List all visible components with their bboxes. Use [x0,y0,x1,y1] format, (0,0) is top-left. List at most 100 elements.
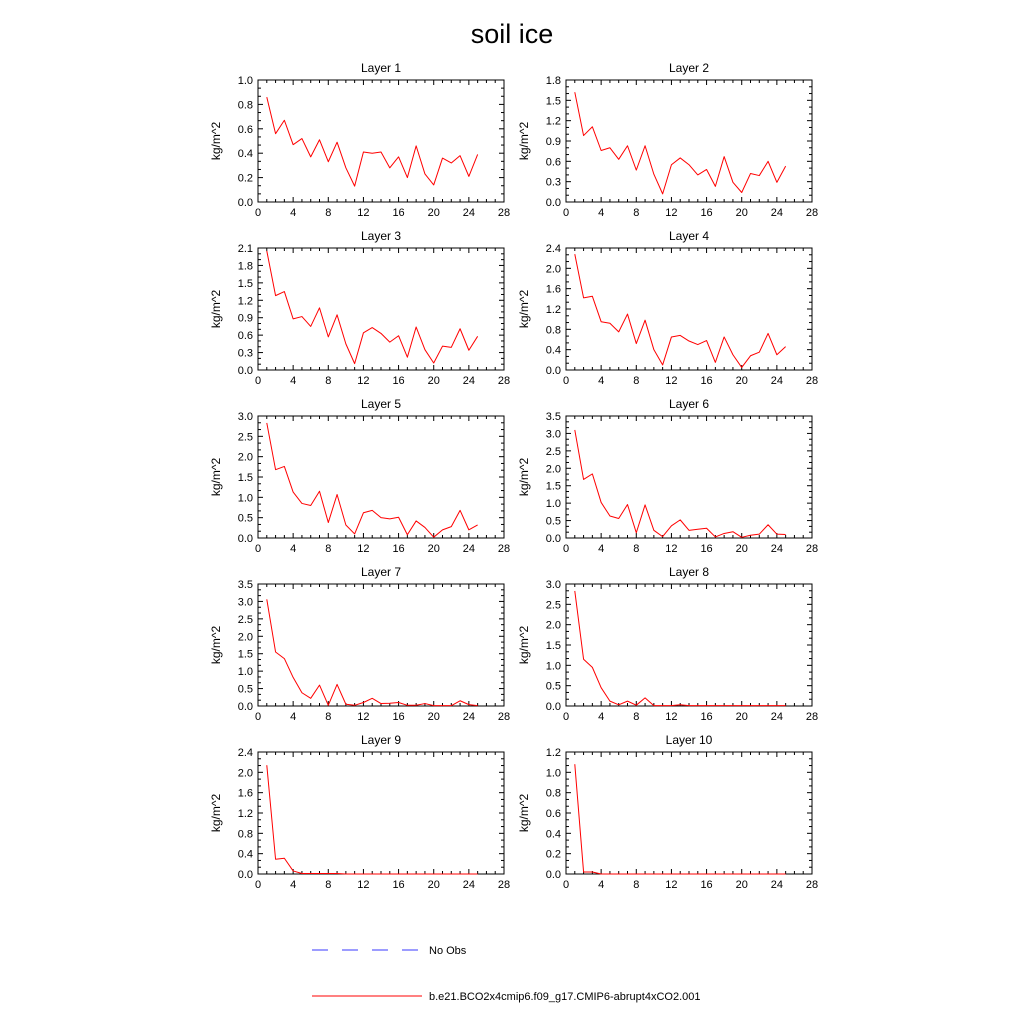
panel-title: Layer 2 [669,61,709,75]
y-tick-label: 2.4 [238,747,253,759]
y-tick-label: 2.4 [546,243,561,255]
panel-title: Layer 5 [361,397,401,411]
y-tick-label: 0.4 [238,148,253,160]
x-tick-label: 20 [428,711,440,723]
x-tick-label: 8 [633,879,639,891]
x-tick-label: 12 [357,711,369,723]
y-tick-label: 0.5 [238,513,253,525]
x-tick-label: 24 [771,711,783,723]
x-tick-label: 4 [290,879,296,891]
x-tick-label: 24 [771,207,783,219]
panel-title: Layer 8 [669,565,709,579]
y-tick-label: 0.5 [546,516,561,528]
y-axis-label: kg/m^2 [209,794,223,833]
x-tick-label: 20 [736,711,748,723]
x-tick-label: 20 [428,207,440,219]
x-tick-label: 24 [771,375,783,387]
y-axis-label: kg/m^2 [209,458,223,497]
x-tick-label: 0 [563,207,569,219]
x-tick-label: 16 [700,711,712,723]
x-tick-label: 20 [428,543,440,555]
x-tick-label: 16 [392,375,404,387]
plot-frame [257,583,505,707]
y-tick-label: 2.0 [546,620,561,632]
y-tick-label: 1.5 [238,278,253,290]
panel-title: Layer 10 [666,733,713,747]
y-axis-label: kg/m^2 [517,626,531,665]
y-axis-label: kg/m^2 [517,794,531,833]
x-tick-label: 28 [498,207,510,219]
y-tick-label: 1.2 [238,295,253,307]
y-tick-label: 0.0 [546,365,561,377]
y-tick-label: 3.0 [238,596,253,608]
y-tick-label: 2.1 [238,243,253,255]
panel-title: Layer 4 [669,229,709,243]
plot-frame [257,79,505,203]
x-tick-label: 28 [498,711,510,723]
y-tick-label: 0.6 [546,156,561,168]
x-tick-label: 0 [255,711,261,723]
x-tick-label: 16 [700,879,712,891]
x-tick-label: 16 [392,207,404,219]
y-axis-label: kg/m^2 [209,122,223,161]
y-tick-label: 0.6 [546,808,561,820]
x-tick-label: 20 [428,879,440,891]
y-tick-label: 1.2 [546,116,561,128]
series-line [266,96,479,187]
panel-layer-3: 0 4 8 12 16 20 24 28 0.0 0.3 0.6 0.9 1.2 1.5 1.8 2.1 Lay… [209,229,510,387]
x-tick-label: 20 [736,375,748,387]
x-tick-label: 16 [392,543,404,555]
x-tick-label: 12 [357,879,369,891]
x-tick-label: 0 [255,543,261,555]
y-tick-label: 1.6 [238,788,253,800]
y-tick-label: 3.0 [546,428,561,440]
panel-title: Layer 6 [669,397,709,411]
y-tick-label: 0.6 [238,124,253,136]
plot-frame [257,415,505,539]
x-tick-label: 16 [700,375,712,387]
plot-frame [565,415,813,539]
x-tick-label: 12 [665,375,677,387]
panel-title: Layer 3 [361,229,401,243]
x-tick-label: 0 [255,879,261,891]
y-tick-label: 0.0 [546,869,561,881]
panel-layer-1: 0 4 8 12 16 20 24 28 0.0 0.2 0.4 0.6 0.8 1.0 Layer 1 kg… [209,61,510,219]
x-tick-label: 12 [665,879,677,891]
x-tick-label: 0 [563,543,569,555]
panel-layer-2: 0 4 8 12 16 20 24 28 0.0 0.3 0.6 0.9 1.2 1.5 1.8 Layer … [517,61,818,219]
series-line [266,250,479,365]
x-tick-label: 20 [736,543,748,555]
x-tick-label: 12 [665,711,677,723]
x-tick-label: 4 [598,543,604,555]
y-tick-label: 1.5 [238,649,253,661]
y-tick-label: 2.5 [546,446,561,458]
panel-layer-5: 0 4 8 12 16 20 24 28 0.0 0.5 1.0 1.5 2.0 2.5 3.0 Layer … [209,397,510,555]
x-tick-label: 28 [806,711,818,723]
y-tick-label: 0.3 [238,348,253,360]
panel-title: Layer 9 [361,733,401,747]
x-tick-label: 4 [598,375,604,387]
x-tick-label: 24 [771,879,783,891]
y-tick-label: 3.0 [238,411,253,423]
series-line [574,429,786,538]
y-tick-label: 1.2 [238,808,253,820]
y-tick-label: 0.0 [238,365,253,377]
plot-frame [565,751,813,875]
series-line [574,590,786,707]
legend-no-obs-label: No Obs [429,945,467,957]
y-tick-label: 0.9 [238,313,253,325]
y-tick-label: 0.8 [546,324,561,336]
plot-frame [257,751,505,875]
y-tick-label: 0.0 [546,701,561,713]
y-tick-label: 1.2 [546,304,561,316]
y-tick-label: 0.5 [546,681,561,693]
y-tick-label: 1.0 [546,767,561,779]
x-tick-label: 4 [290,543,296,555]
panel-layer-4: 0 4 8 12 16 20 24 28 0.0 0.4 0.8 1.2 1.6 2.0 2.4 Layer … [517,229,818,387]
series-line [266,422,478,538]
x-tick-label: 8 [325,711,331,723]
x-tick-label: 24 [463,711,475,723]
y-tick-label: 3.5 [546,411,561,423]
y-axis-label: kg/m^2 [209,626,223,665]
y-axis-label: kg/m^2 [517,290,531,329]
